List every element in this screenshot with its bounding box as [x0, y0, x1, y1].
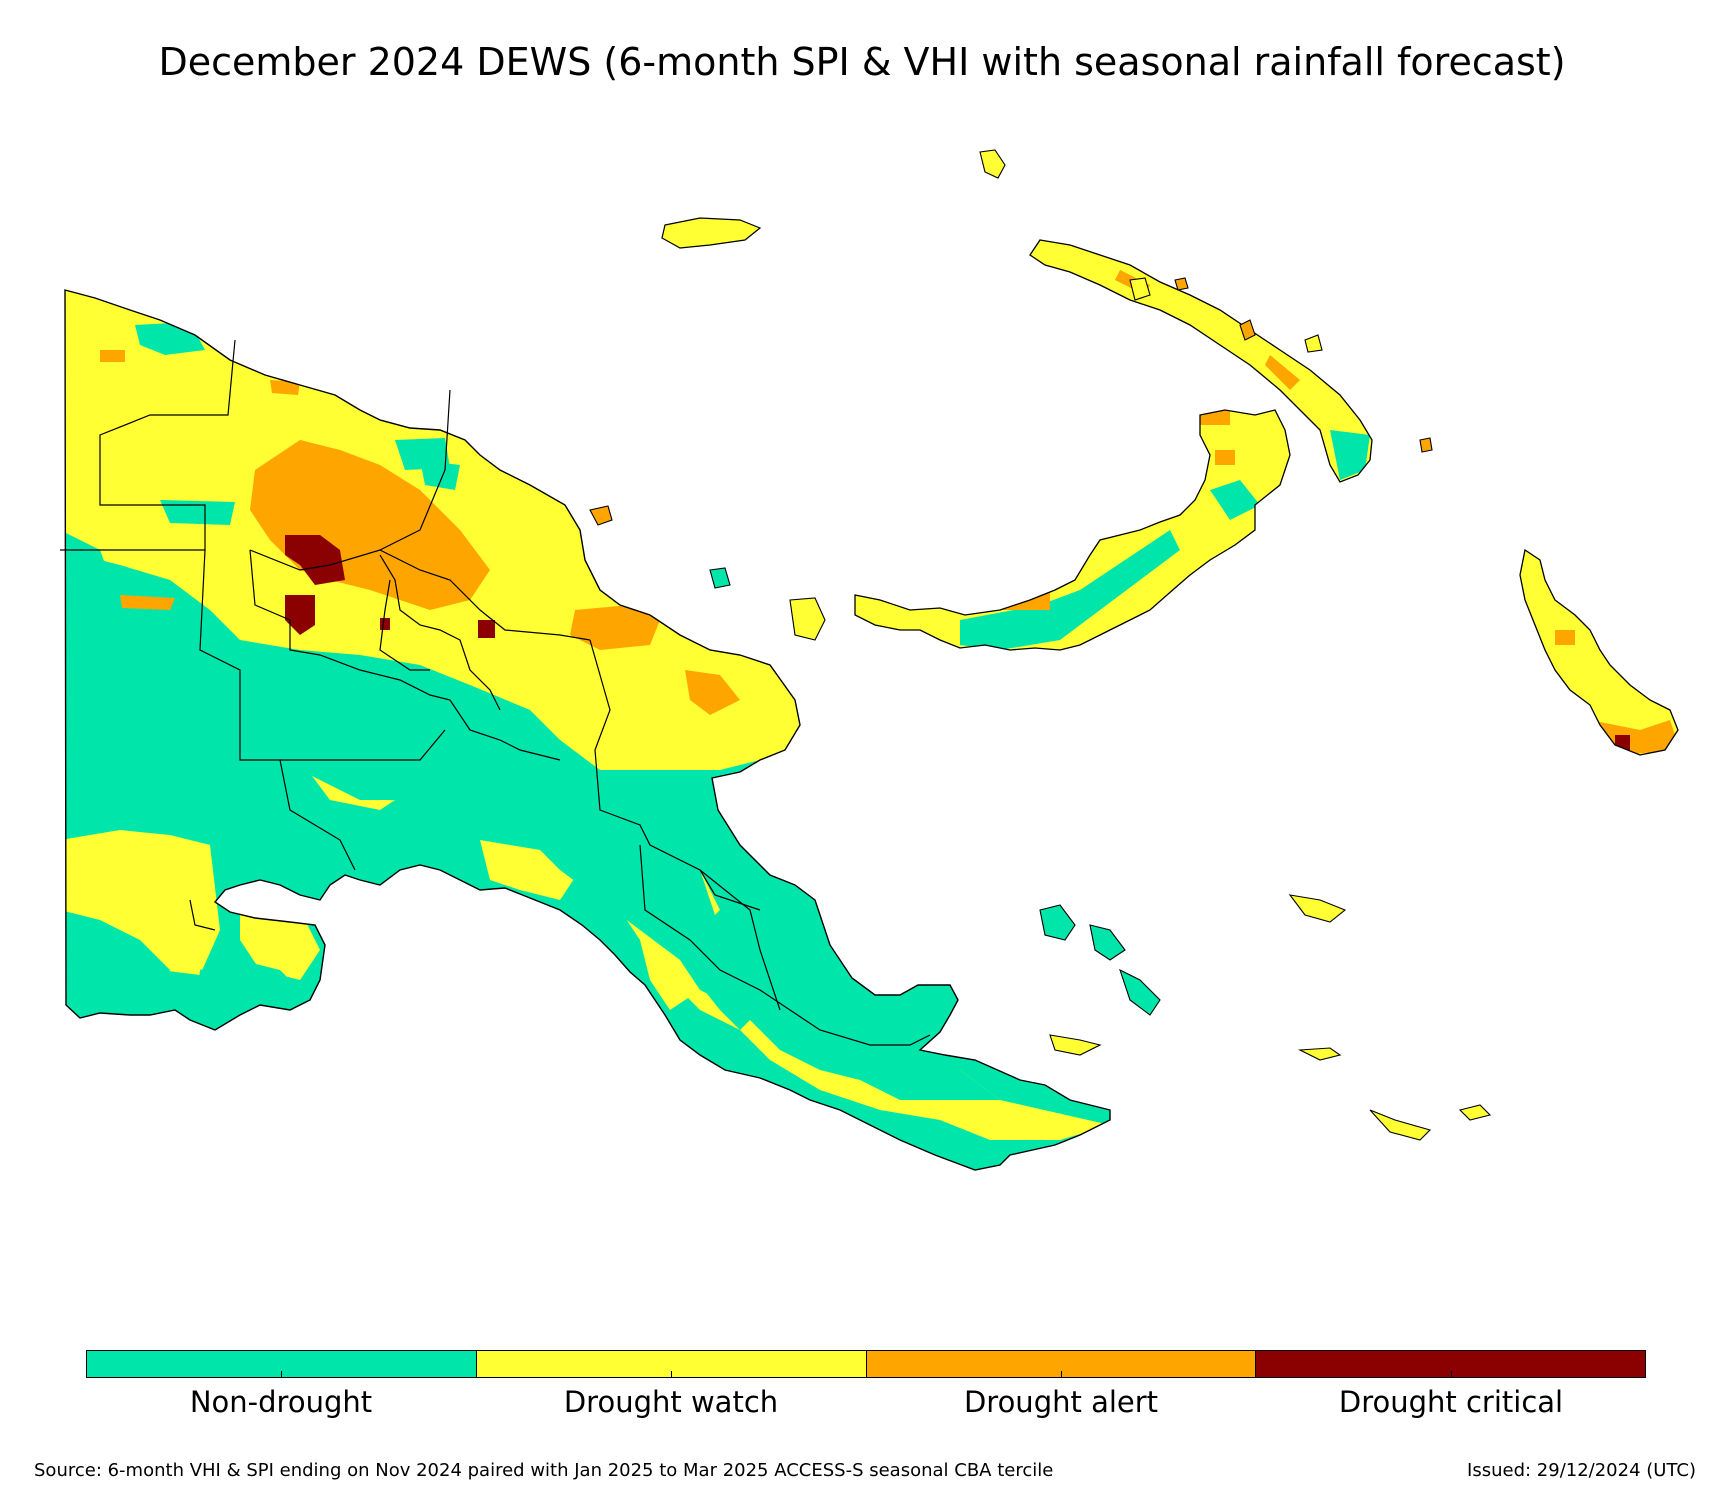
mainland [60, 289, 1111, 1171]
colorbar-drought-watch [476, 1351, 867, 1377]
legend-label-drought-watch: Drought watch [563, 1385, 779, 1419]
new-ireland [1029, 239, 1373, 483]
colorbar-labels: Non-drought Drought watch Drought alert … [86, 1384, 1646, 1420]
small-islands [589, 149, 1492, 1141]
new-britain [854, 409, 1291, 651]
issued-date: Issued: 29/12/2024 (UTC) [1467, 1460, 1696, 1481]
map-title: December 2024 DEWS (6-month SPI & VHI wi… [158, 40, 1566, 84]
legend-label-drought-critical: Drought critical [1338, 1385, 1564, 1419]
drought-map [60, 149, 1679, 1171]
legend-label-drought-alert: Drought alert [963, 1385, 1159, 1419]
manus-island [661, 217, 762, 249]
colorbar [86, 1350, 1646, 1378]
source-note: Source: 6-month VHI & SPI ending on Nov … [34, 1460, 1054, 1481]
colorbar-drought-critical [1256, 1351, 1645, 1377]
legend-label-non-drought: Non-drought [189, 1385, 373, 1419]
bougainville [1519, 548, 1679, 756]
colorbar-drought-alert [866, 1351, 1257, 1377]
colorbar-non-drought [87, 1351, 477, 1377]
